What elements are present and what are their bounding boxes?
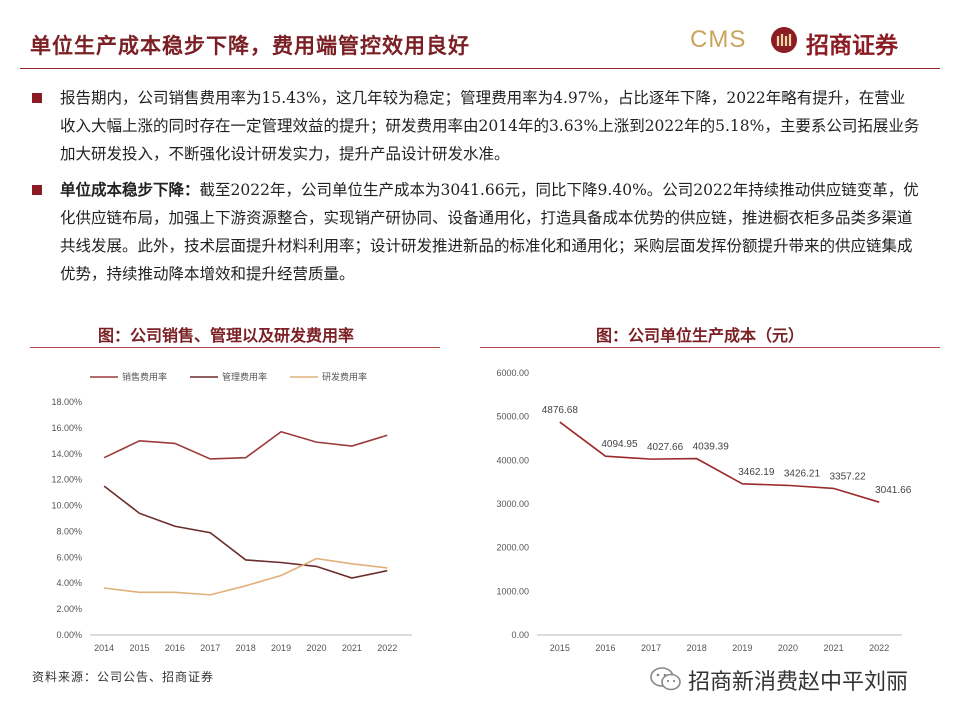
x-tick-label: 2016: [165, 643, 185, 653]
y-tick-label: 3000.00: [496, 499, 529, 509]
right-chart-title: 图：公司单位生产成本（元）: [596, 326, 805, 345]
series-line: [103, 485, 388, 579]
wechat-icon: [650, 667, 681, 691]
legend-label: 管理费用率: [222, 371, 267, 382]
x-tick-label: 2017: [200, 643, 220, 653]
x-tick-label: 2016: [595, 643, 615, 653]
bullet-square-icon: [32, 185, 42, 195]
legend-label: 销售费用率: [122, 371, 167, 382]
left-chart-title: 图：公司销售、管理以及研发费用率: [98, 326, 355, 345]
unit-cost-chart: 0.00 1000.00 2000.00 3000.00 4000.00 5000.00 6…: [496, 368, 912, 653]
y-tick-label: 1000.00: [496, 586, 529, 596]
bullet-list: 报告期内，公司销售费用率为15.43%，这几年较为稳定；管理费用率为4.97%，…: [30, 84, 920, 296]
bullet-text: 截至2022年，公司单位生产成本为3041.66元，同比下降9.40%。公司20…: [60, 181, 919, 283]
y-tick-label: 2.00%: [56, 604, 82, 614]
y-tick-label: 4000.00: [496, 455, 529, 465]
right-chart-divider: [480, 347, 940, 348]
source-note: 资料来源：公司公告、招商证券: [32, 670, 215, 684]
y-tick-label: 2000.00: [496, 543, 529, 553]
y-tick-label: 10.00%: [51, 501, 82, 511]
header-divider: [20, 68, 940, 69]
data-label: 4094.95: [601, 439, 638, 450]
data-label: 3357.22: [829, 471, 866, 482]
logo-cms-text: CMS: [690, 26, 747, 53]
data-label: 3462.19: [738, 467, 775, 478]
bullet-square-icon: [32, 93, 42, 103]
logo-mark-icon: [771, 27, 797, 53]
data-label: 3041.66: [875, 485, 912, 496]
y-tick-label: 8.00%: [56, 526, 82, 536]
x-tick-label: 2021: [342, 643, 362, 653]
left-chart-divider: [30, 347, 440, 348]
data-label: 4039.39: [693, 442, 730, 453]
bullet-item-unit-cost: 单位成本稳步下降：截至2022年，公司单位生产成本为3041.66元，同比下降9…: [30, 176, 920, 288]
y-tick-label: 0.00%: [56, 630, 82, 640]
legend-label: 研发费用率: [322, 371, 367, 382]
x-tick-label: 2021: [824, 643, 844, 653]
x-tick-label: 2019: [271, 643, 291, 653]
page-title: 单位生产成本稳步下降，费用端管控效用良好: [30, 33, 470, 58]
x-tick-label: 2015: [550, 643, 570, 653]
company-logo: CMS 招商证券: [690, 22, 940, 62]
y-tick-label: 6.00%: [56, 552, 82, 562]
x-tick-label: 2020: [778, 643, 798, 653]
x-tick-label: 2022: [869, 643, 889, 653]
x-tick-label: 2018: [687, 643, 707, 653]
bullet-text: 报告期内，公司销售费用率为15.43%，这几年较为稳定；管理费用率为4.97%，…: [60, 89, 920, 163]
x-tick-label: 2019: [732, 643, 752, 653]
y-tick-label: 0.00: [511, 630, 529, 640]
series-line: [104, 557, 388, 596]
x-tick-label: 2017: [641, 643, 661, 653]
x-tick-label: 2018: [236, 643, 256, 653]
bullet-item-expense-ratios: 报告期内，公司销售费用率为15.43%，这几年较为稳定；管理费用率为4.97%，…: [30, 84, 920, 168]
data-label: 4027.66: [647, 442, 684, 453]
y-tick-label: 6000.00: [496, 368, 529, 378]
expense-ratio-chart: 0.00% 2.00% 4.00% 6.00% 8.00% 10.00% 12.00% 14.…: [51, 371, 412, 653]
x-tick-label: 2022: [377, 643, 397, 653]
series-line: [103, 430, 388, 460]
data-label: 4876.68: [542, 405, 579, 416]
logo-chinese-text: 招商证券: [806, 32, 898, 59]
watermark: 招商新消费赵中平刘丽: [650, 664, 940, 695]
y-tick-label: 12.00%: [51, 475, 82, 485]
series-line: [559, 421, 880, 503]
bullet-heading: 单位成本稳步下降：: [60, 180, 200, 199]
x-tick-label: 2015: [130, 643, 150, 653]
y-tick-label: 16.00%: [51, 423, 82, 433]
y-tick-label: 4.00%: [56, 578, 82, 588]
x-tick-label: 2014: [94, 643, 114, 653]
y-tick-label: 14.00%: [51, 449, 82, 459]
y-tick-label: 18.00%: [51, 397, 82, 407]
watermark-text: 招商新消费赵中平刘丽: [688, 670, 909, 695]
y-tick-label: 5000.00: [496, 412, 529, 422]
x-tick-label: 2020: [306, 643, 326, 653]
data-label: 3426.21: [784, 468, 821, 479]
